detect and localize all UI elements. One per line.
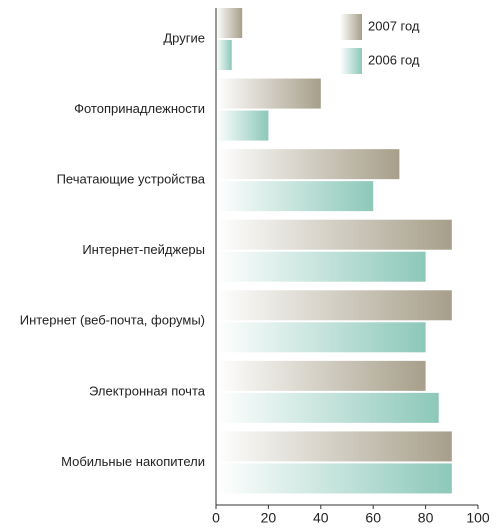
bar — [216, 251, 426, 282]
bar — [216, 110, 269, 141]
category-label: Другие — [163, 30, 205, 45]
category-label: Печатающие устройства — [57, 172, 206, 187]
bar — [216, 149, 400, 180]
category-label: Фотопринадлежности — [74, 101, 205, 116]
bar — [216, 360, 426, 391]
category-label: Интернет-пейджеры — [82, 242, 205, 257]
legend-swatch — [340, 48, 362, 74]
bar — [216, 322, 426, 353]
bar — [216, 463, 452, 494]
x-tick-label: 60 — [365, 510, 381, 526]
x-tick-label: 40 — [313, 510, 329, 526]
legend-label: 2006 год — [368, 52, 420, 67]
x-tick-label: 80 — [418, 510, 434, 526]
x-tick-label: 100 — [466, 510, 490, 526]
legend-label: 2007 год — [368, 18, 420, 33]
bar — [216, 78, 321, 109]
bar — [216, 219, 452, 250]
bar — [216, 392, 439, 423]
category-label: Мобильные накопители — [61, 454, 205, 469]
bar — [216, 8, 243, 38]
category-label: Электронная почта — [89, 383, 206, 398]
bar — [216, 431, 452, 462]
x-tick-label: 20 — [261, 510, 277, 526]
x-tick-label: 0 — [212, 510, 220, 526]
bar — [216, 40, 232, 70]
legend-swatch — [340, 14, 362, 40]
category-label: Интернет (веб-почта, форумы) — [20, 313, 205, 328]
bar — [216, 181, 374, 212]
bar — [216, 290, 452, 321]
